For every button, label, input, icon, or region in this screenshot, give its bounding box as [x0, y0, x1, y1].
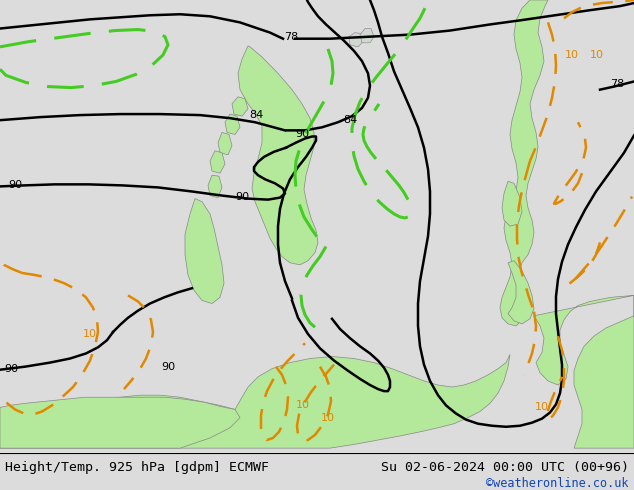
Text: 84: 84: [343, 115, 357, 125]
Text: 78: 78: [284, 32, 298, 42]
Polygon shape: [0, 397, 240, 448]
Polygon shape: [534, 295, 634, 448]
Text: 90: 90: [295, 128, 309, 139]
Text: 78: 78: [610, 78, 624, 89]
Polygon shape: [218, 132, 232, 155]
Text: 10: 10: [565, 50, 579, 60]
Text: 10: 10: [321, 413, 335, 422]
Text: 90: 90: [161, 362, 175, 372]
Polygon shape: [0, 354, 510, 448]
Polygon shape: [500, 0, 548, 326]
Text: Height/Temp. 925 hPa [gdpm] ECMWF: Height/Temp. 925 hPa [gdpm] ECMWF: [5, 461, 269, 474]
Text: ©weatheronline.co.uk: ©weatheronline.co.uk: [486, 477, 629, 490]
Text: 10: 10: [535, 402, 549, 413]
Text: 90: 90: [235, 192, 249, 201]
Polygon shape: [210, 151, 225, 173]
Polygon shape: [360, 28, 374, 43]
Polygon shape: [232, 97, 248, 116]
Text: 90: 90: [8, 180, 22, 191]
Polygon shape: [185, 198, 224, 303]
Polygon shape: [225, 114, 240, 134]
Polygon shape: [208, 175, 222, 197]
Text: 10: 10: [590, 50, 604, 60]
Polygon shape: [238, 46, 318, 265]
Text: 84: 84: [249, 110, 263, 120]
Polygon shape: [508, 261, 534, 324]
Polygon shape: [349, 33, 364, 47]
Polygon shape: [502, 181, 522, 226]
Text: 10: 10: [83, 329, 97, 339]
Text: 90: 90: [4, 364, 18, 374]
Text: Su 02-06-2024 00:00 UTC (00+96): Su 02-06-2024 00:00 UTC (00+96): [381, 461, 629, 474]
Text: 10: 10: [296, 400, 310, 411]
